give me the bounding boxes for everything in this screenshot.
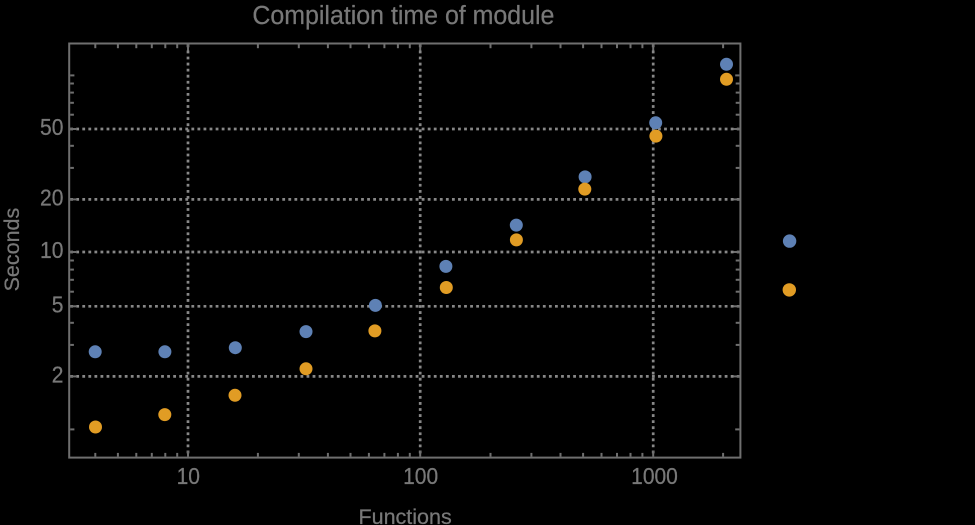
svg-text:5: 5 [52,292,64,318]
svg-text:Seconds: Seconds [0,208,24,292]
svg-text:Compilation time of module: Compilation time of module [252,2,554,30]
svg-text:1000: 1000 [631,463,678,489]
svg-text:10: 10 [177,463,200,489]
svg-text:10: 10 [40,237,63,263]
svg-text:50: 50 [40,114,63,140]
svg-text:2: 2 [52,362,64,388]
svg-text:100: 100 [403,463,438,489]
svg-text:20: 20 [40,185,63,211]
svg-text:Functions: Functions [358,505,451,525]
